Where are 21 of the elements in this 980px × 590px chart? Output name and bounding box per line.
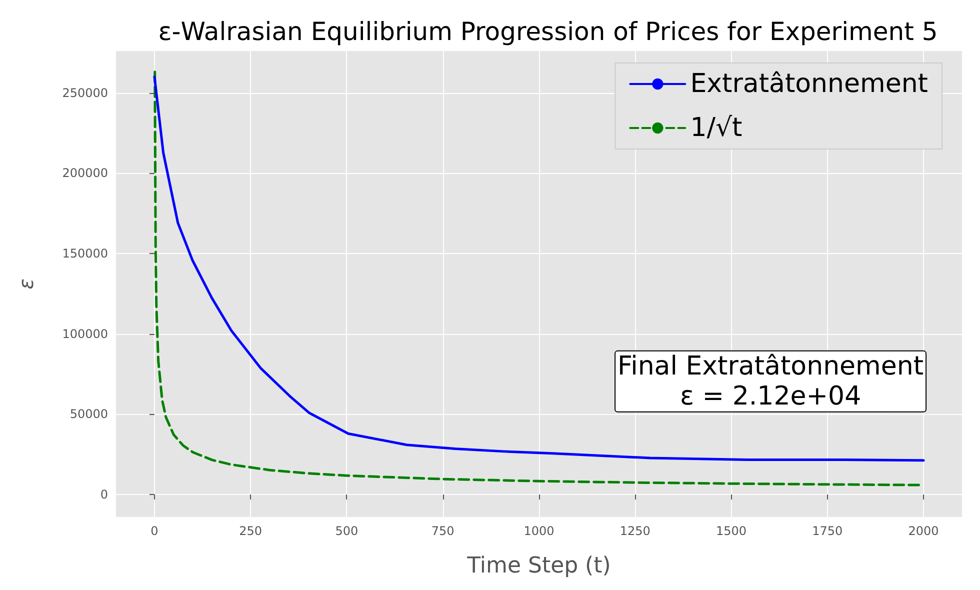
x-axis-title: Time Step (t)	[466, 554, 611, 578]
x-tick-label: 250	[239, 524, 262, 538]
y-axis-title: ε	[14, 278, 38, 290]
x-tick-label: 1500	[716, 524, 747, 538]
y-tick-label: 200000	[62, 166, 108, 180]
x-tick-label: 750	[431, 524, 454, 538]
x-tick-label: 0	[150, 524, 158, 538]
x-tick-label: 1250	[620, 524, 650, 538]
y-tick-label: 50000	[70, 407, 108, 422]
x-tick-label: 1750	[812, 524, 843, 538]
y-tick-label: 150000	[62, 246, 108, 260]
annotation: Final Extratâtonnement ε = 2.12e+04	[618, 351, 924, 412]
legend-label: 1/√t	[690, 113, 742, 143]
legend-label: Extratâtonnement	[690, 69, 928, 99]
x-tick-label: 500	[335, 524, 358, 538]
y-tick-label: 100000	[62, 326, 108, 341]
x-tick-label: 2000	[908, 524, 939, 538]
y-tick-label: 0	[100, 488, 108, 502]
y-tick-label: 250000	[62, 86, 108, 100]
x-tick-label: 1000	[524, 524, 554, 538]
chart-title: ε-Walrasian Equilibrium Progression of Prices for Experiment 5	[158, 17, 938, 46]
